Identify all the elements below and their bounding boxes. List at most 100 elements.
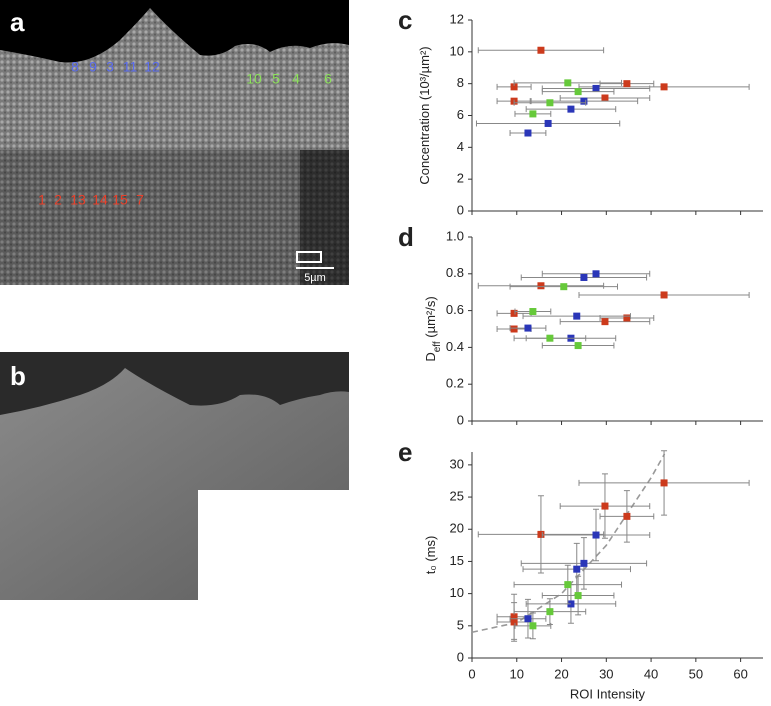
roi-label: 14 xyxy=(92,192,108,208)
point xyxy=(601,318,609,326)
scale-bar-label: 5µm xyxy=(304,272,326,284)
point xyxy=(546,334,554,342)
point xyxy=(529,110,537,118)
roi-label: 2 xyxy=(54,192,62,208)
y-tick-label: 30 xyxy=(450,456,464,471)
roi-label: 9 xyxy=(89,59,97,75)
y-axis-label-part: eff xyxy=(432,341,443,352)
panel-label: a xyxy=(10,7,25,37)
roi-label: 8 xyxy=(71,59,79,75)
y-tick-label: 10 xyxy=(450,585,464,600)
roi-label: 11 xyxy=(123,59,138,75)
point xyxy=(580,273,588,281)
y-tick-label: 1.0 xyxy=(446,228,464,243)
panel-label: d xyxy=(398,222,414,252)
image-a xyxy=(0,0,349,285)
point xyxy=(592,270,600,278)
point xyxy=(510,613,518,621)
roi-label: 5 xyxy=(272,71,280,87)
y-tick-label: 0.2 xyxy=(446,376,464,391)
point xyxy=(574,88,582,96)
point xyxy=(574,592,582,600)
y-tick-label: 15 xyxy=(450,553,464,568)
point xyxy=(564,581,572,589)
x-tick-label: 0 xyxy=(468,666,475,681)
point xyxy=(537,282,545,290)
x-tick-label: 50 xyxy=(689,666,703,681)
y-tick-label: 12 xyxy=(450,11,464,26)
roi-label: 13 xyxy=(70,192,86,208)
roi-label: 4 xyxy=(292,71,300,87)
y-tick-label: 10 xyxy=(450,43,464,58)
y-tick-label: 4 xyxy=(457,139,464,154)
x-tick-label: 60 xyxy=(733,666,747,681)
point xyxy=(592,84,600,92)
y-tick-label: 0.6 xyxy=(446,302,464,317)
y-tick-label: 20 xyxy=(450,521,464,536)
point xyxy=(510,309,518,317)
x-tick-label: 20 xyxy=(554,666,568,681)
point xyxy=(623,512,631,520)
y-axis-label: Deff (µm²/s) xyxy=(423,296,443,361)
point xyxy=(524,615,532,623)
point xyxy=(601,502,609,510)
point xyxy=(580,97,588,105)
y-axis-label-part: D xyxy=(423,352,438,361)
point xyxy=(544,119,552,127)
x-tick-label: 30 xyxy=(599,666,613,681)
point xyxy=(524,324,532,332)
y-tick-label: 0 xyxy=(457,649,464,664)
point xyxy=(564,79,572,87)
point xyxy=(560,283,568,291)
point xyxy=(623,80,631,88)
x-axis-label: ROI Intensity xyxy=(570,686,646,701)
x-tick-label: 10 xyxy=(510,666,524,681)
y-axis-label: t₀ (ms) xyxy=(423,536,438,575)
point xyxy=(537,46,545,54)
point xyxy=(601,94,609,102)
roi-label: 3 xyxy=(106,59,114,75)
y-tick-label: 0.8 xyxy=(446,265,464,280)
point xyxy=(580,559,588,567)
point xyxy=(660,479,668,487)
point xyxy=(623,314,631,322)
roi-label: 15 xyxy=(112,192,128,208)
point xyxy=(567,600,575,608)
point xyxy=(573,565,581,573)
point xyxy=(660,83,668,91)
point xyxy=(592,531,600,539)
point xyxy=(573,312,581,320)
y-tick-label: 0.4 xyxy=(446,339,464,354)
y-axis-label-part: Concentration (10³/µm²) xyxy=(417,46,432,184)
y-axis-label-part: t₀ (ms) xyxy=(423,536,438,575)
point xyxy=(510,618,518,626)
roi-label: 1 xyxy=(38,192,46,208)
point xyxy=(529,308,537,316)
y-tick-label: 0 xyxy=(457,412,464,427)
roi-label: 7 xyxy=(136,192,144,208)
point xyxy=(510,83,518,91)
point xyxy=(524,129,532,137)
panel-label: c xyxy=(398,5,412,35)
point xyxy=(537,530,545,538)
panel-label: b xyxy=(10,361,26,391)
point xyxy=(574,342,582,350)
y-tick-label: 0 xyxy=(457,202,464,217)
y-tick-label: 5 xyxy=(457,617,464,632)
point xyxy=(546,608,554,616)
y-tick-label: 8 xyxy=(457,75,464,90)
y-tick-label: 25 xyxy=(450,489,464,504)
point xyxy=(660,291,668,299)
panel-label: e xyxy=(398,437,412,467)
x-tick-label: 40 xyxy=(644,666,658,681)
image-b xyxy=(0,352,349,600)
point xyxy=(529,622,537,630)
y-axis-label: Concentration (10³/µm²) xyxy=(417,46,432,184)
y-tick-label: 6 xyxy=(457,107,464,122)
point xyxy=(510,325,518,333)
roi-label: 6 xyxy=(324,71,332,87)
roi-label: 10 xyxy=(246,71,262,87)
y-tick-label: 2 xyxy=(457,171,464,186)
point xyxy=(567,105,575,113)
